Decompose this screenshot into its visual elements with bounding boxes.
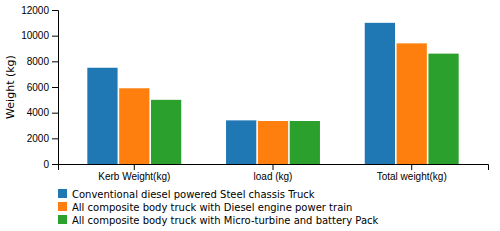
bars — [87, 23, 458, 164]
tick-label: load (kg) — [254, 171, 293, 182]
chart-svg: 0 2000 4000 6000 8000 10000 12000 Kerb Weight(k… — [0, 0, 500, 231]
bar — [428, 54, 458, 164]
tick-label: 0 — [43, 159, 49, 170]
y-tick: 6000 — [27, 82, 58, 93]
bar — [397, 43, 427, 164]
tick-label: 10000 — [21, 30, 49, 41]
y-tick: 8000 — [27, 56, 58, 67]
bar — [365, 23, 395, 164]
tick-mark — [52, 138, 58, 139]
axis-domain — [59, 165, 489, 171]
legend-swatch — [58, 215, 67, 224]
tick-mark — [52, 113, 58, 114]
x-axis: Kerb Weight(kg) load (kg) Total weight(kg) — [59, 164, 489, 182]
chart-container: 0 2000 4000 6000 8000 10000 12000 Kerb Weight(k… — [0, 0, 500, 231]
tick-mark — [52, 61, 58, 62]
tick-mark — [52, 87, 58, 88]
y-axis-label: Weight (kg) — [4, 55, 17, 119]
tick-mark — [52, 10, 58, 11]
tick-label: 2000 — [27, 133, 50, 144]
bar — [226, 120, 256, 164]
tick-mark — [52, 36, 58, 37]
bar — [119, 88, 149, 164]
legend-swatch — [58, 189, 67, 198]
tick-mark — [134, 164, 135, 170]
x-tick: Kerb Weight(kg) — [98, 164, 170, 182]
legend-label: All composite body truck with Micro-turb… — [72, 215, 379, 226]
x-tick: Total weight(kg) — [377, 164, 447, 182]
x-tick: load (kg) — [254, 164, 293, 182]
y-axis: 0 2000 4000 6000 8000 10000 12000 — [21, 5, 58, 170]
y-tick: 0 — [43, 159, 58, 170]
bar — [290, 121, 320, 164]
legend-swatch — [58, 202, 67, 211]
tick-mark — [52, 164, 58, 165]
tick-label: 6000 — [27, 82, 50, 93]
tick-label: 12000 — [21, 5, 49, 16]
plot: 0 2000 4000 6000 8000 10000 12000 Kerb Weight(k… — [21, 5, 488, 182]
legend-item: All composite body truck with Micro-turb… — [58, 215, 379, 226]
y-tick: 4000 — [27, 107, 58, 118]
bar — [87, 68, 117, 164]
legend-item: All composite body truck with Diesel eng… — [58, 202, 352, 213]
tick-label: Kerb Weight(kg) — [98, 171, 170, 182]
tick-label: 4000 — [27, 107, 50, 118]
bar — [258, 121, 288, 164]
y-tick: 2000 — [27, 133, 58, 144]
legend-label: All composite body truck with Diesel eng… — [72, 202, 352, 213]
legend: Conventional diesel powered Steel chassi… — [58, 189, 379, 226]
legend-label: Conventional diesel powered Steel chassi… — [72, 189, 315, 200]
axis-domain — [52, 11, 59, 165]
tick-mark — [273, 164, 274, 170]
bar — [151, 100, 181, 164]
tick-label: Total weight(kg) — [377, 171, 447, 182]
tick-mark — [411, 164, 412, 170]
y-tick: 12000 — [21, 5, 58, 16]
y-tick: 10000 — [21, 30, 58, 41]
legend-item: Conventional diesel powered Steel chassi… — [58, 189, 315, 200]
tick-label: 8000 — [27, 56, 50, 67]
